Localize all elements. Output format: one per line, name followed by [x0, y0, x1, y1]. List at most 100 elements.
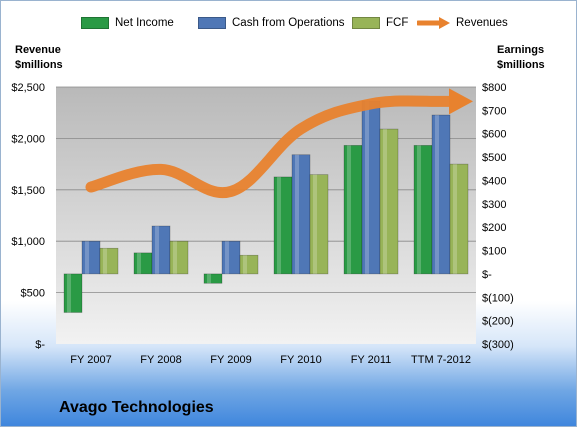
bar-body — [273, 176, 293, 275]
left-tick-label: $2,000 — [11, 133, 45, 145]
bar-highlight — [155, 226, 159, 274]
category-label: FY 2008 — [140, 354, 181, 366]
legend-item-net-income: Net Income — [81, 17, 174, 29]
revenue-line-layer — [85, 88, 473, 199]
bar-body — [203, 273, 223, 284]
right-tick-label: $800 — [482, 82, 506, 94]
bar-net-income — [273, 176, 293, 275]
bar-highlight — [313, 174, 317, 274]
right-tick-label: $100 — [482, 246, 506, 258]
category-label: FY 2010 — [280, 354, 321, 366]
right-tick-label: $- — [482, 269, 492, 281]
left-axis-title-line1: Revenue — [15, 44, 61, 56]
right-axis-title-line2: $millions — [497, 59, 545, 71]
right-tick-label: $700 — [482, 105, 506, 117]
plot-area — [56, 87, 476, 344]
left-axis-title: Revenue $millions — [15, 43, 63, 73]
bar-fcf — [379, 128, 399, 275]
category-label: TTM 7-2012 — [411, 354, 471, 366]
category-label: FY 2007 — [70, 354, 111, 366]
bar-net-income — [413, 145, 433, 275]
bar-cash-from-operations — [361, 100, 381, 275]
bar-cash-from-operations — [81, 240, 101, 275]
bar-body — [309, 174, 329, 275]
legend-label: Revenues — [456, 17, 508, 29]
bar-net-income — [343, 145, 363, 275]
left-axis-ticks: $- $500 $1,000 $1,500 $2,000 $2,500 — [11, 82, 45, 351]
legend-item-fcf: FCF — [352, 17, 408, 29]
cash-from-operations-swatch — [198, 17, 226, 29]
left-tick-label: $- — [35, 339, 45, 351]
right-axis-ticks: $(300) $(200) $(100) $- $100 $200 $300 $400 $500… — [482, 82, 514, 351]
revenue-arrowhead — [449, 88, 473, 115]
bar-body — [449, 163, 469, 275]
right-tick-label: $(300) — [482, 339, 514, 351]
bar-fcf — [449, 163, 469, 275]
bar-body — [379, 128, 399, 275]
net-income-swatch — [81, 17, 109, 29]
bar-fcf — [309, 174, 329, 275]
bar-body — [133, 252, 153, 275]
bar-body — [169, 240, 189, 275]
bar-body — [151, 225, 171, 275]
left-tick-label: $1,500 — [11, 185, 45, 197]
legend-label: FCF — [386, 17, 409, 29]
bar-highlight — [365, 101, 369, 274]
bar-highlight — [137, 252, 141, 274]
bar-highlight — [295, 154, 299, 274]
fcf-swatch — [352, 17, 380, 29]
bar-highlight — [207, 273, 211, 284]
right-tick-label: $(100) — [482, 292, 514, 304]
bar-highlight — [453, 164, 457, 274]
right-tick-label: $200 — [482, 222, 506, 234]
bar-cash-from-operations — [221, 240, 241, 275]
right-axis-title: Earnings $millions — [497, 43, 545, 73]
bar-highlight — [103, 248, 107, 274]
bar-body — [99, 247, 119, 275]
bar-highlight — [243, 255, 247, 274]
bar-cash-from-operations — [151, 225, 171, 275]
bar-highlight — [417, 145, 421, 274]
bar-body — [221, 240, 241, 275]
category-labels: FY 2007 FY 2008 FY 2009 FY 2010 FY 2011 TTM 7… — [70, 354, 471, 366]
bar-fcf — [239, 254, 259, 275]
bar-highlight — [347, 145, 351, 274]
bar-net-income — [203, 273, 223, 284]
left-axis-title-line2: $millions — [15, 59, 63, 71]
bar-highlight — [383, 129, 387, 274]
bars — [63, 100, 469, 313]
bar-highlight — [67, 273, 71, 313]
bar-highlight — [225, 241, 229, 274]
legend-label: Cash from Operations — [232, 17, 345, 29]
right-axis-title-line1: Earnings — [497, 44, 545, 56]
left-tick-label: $1,000 — [11, 236, 45, 248]
left-tick-label: $2,500 — [11, 82, 45, 94]
bar-highlight — [173, 241, 177, 274]
bar-body — [343, 145, 363, 275]
legend-item-revenues: Revenues — [417, 17, 508, 29]
bar-fcf — [99, 247, 119, 275]
bar-fcf — [169, 240, 189, 275]
revenue-line — [85, 95, 459, 199]
right-tick-label: $400 — [482, 175, 506, 187]
legend-item-cash-from-operations: Cash from Operations — [198, 17, 345, 29]
bar-body — [291, 154, 311, 275]
bar-highlight — [85, 241, 89, 274]
right-tick-label: $300 — [482, 199, 506, 211]
bar-cash-from-operations — [291, 154, 311, 275]
bar-body — [361, 100, 381, 275]
company-name: Avago Technologies — [59, 399, 214, 416]
bar-body — [413, 145, 433, 275]
category-label: FY 2011 — [351, 354, 392, 366]
bar-body — [63, 273, 83, 313]
bar-highlight — [277, 176, 281, 274]
bar-net-income — [63, 273, 83, 313]
right-tick-label: $500 — [482, 152, 506, 164]
bar-body — [431, 114, 451, 275]
bar-cash-from-operations — [431, 114, 451, 275]
bar-body — [239, 254, 259, 275]
right-tick-label: $(200) — [482, 316, 514, 328]
gridlines — [56, 86, 476, 294]
